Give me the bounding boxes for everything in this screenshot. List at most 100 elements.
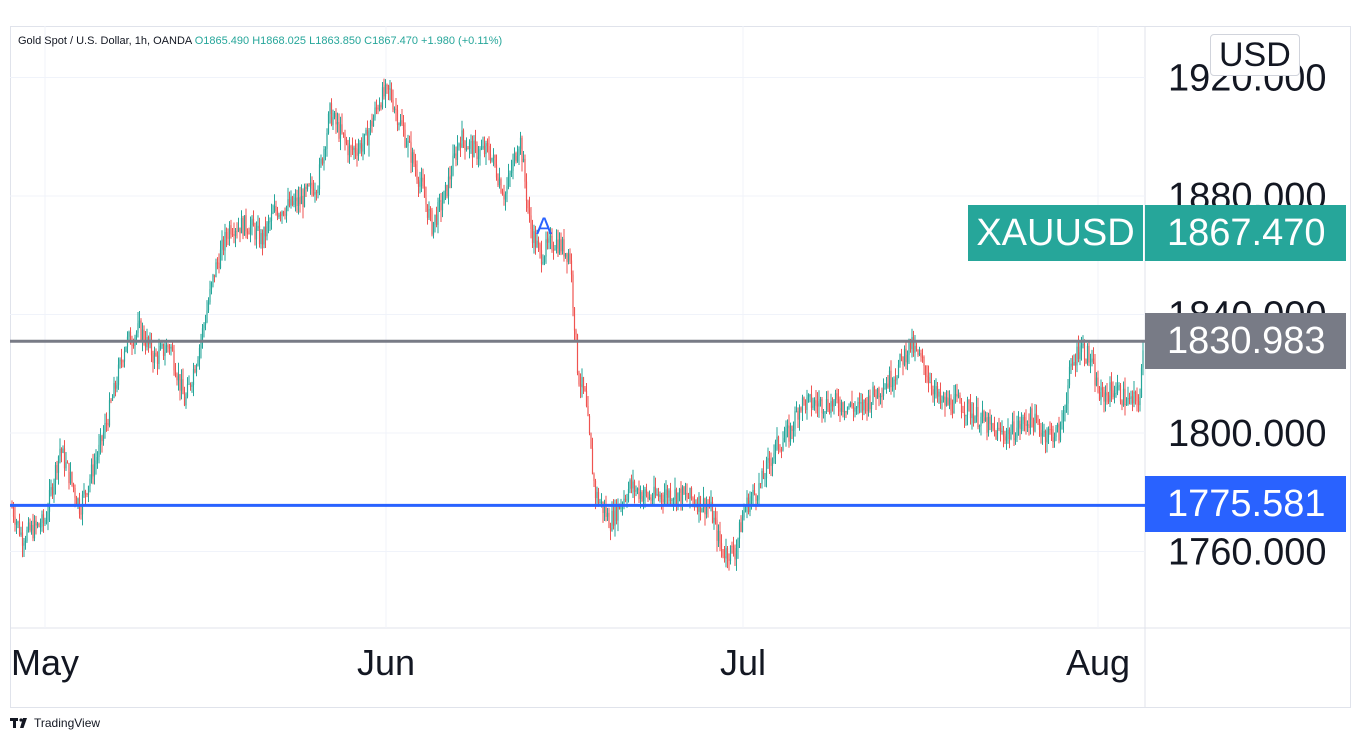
candle-body — [1103, 390, 1105, 402]
candle-body — [276, 211, 279, 218]
candle-body — [1077, 346, 1080, 359]
candle-body — [653, 486, 655, 500]
candle-body — [923, 357, 925, 367]
candle-body — [648, 497, 651, 499]
candle-body — [1082, 343, 1084, 346]
candle-body — [1097, 377, 1099, 393]
candle-body — [674, 489, 676, 499]
candle-body — [671, 499, 673, 501]
candle-body — [506, 186, 508, 194]
candle-body — [372, 117, 375, 127]
currency-selector[interactable]: USD — [1210, 34, 1300, 76]
candle-body — [350, 146, 352, 148]
candle-body — [800, 407, 802, 411]
candle-body — [1121, 401, 1123, 406]
candle-body — [591, 448, 594, 475]
candle-body — [542, 261, 544, 264]
candle-body — [716, 519, 718, 541]
candle-body — [1134, 391, 1137, 394]
candle-body — [903, 348, 906, 365]
symbol-label: XAUUSD — [968, 205, 1143, 261]
candle-body — [443, 191, 445, 204]
candle-body — [189, 383, 192, 387]
candle-body — [1083, 343, 1086, 360]
candle-body — [876, 388, 879, 399]
candle-body — [899, 353, 901, 365]
candle-body — [159, 345, 162, 350]
candle-body — [639, 492, 642, 499]
candle-body — [615, 504, 618, 521]
candle-body — [1016, 427, 1018, 439]
candle-body — [795, 411, 798, 413]
candle-body — [86, 493, 88, 495]
candle-body — [974, 416, 976, 423]
candle-body — [597, 491, 600, 504]
candle-body — [726, 548, 729, 559]
candle-body — [344, 133, 346, 141]
candle-body — [735, 548, 738, 560]
candle-body — [830, 401, 832, 414]
candle-body — [1040, 429, 1042, 437]
candle-body — [281, 211, 283, 216]
candle-body — [360, 143, 363, 152]
candle-body — [354, 147, 357, 153]
candle-body — [429, 208, 432, 211]
candle-body — [930, 382, 933, 390]
candle-body — [978, 425, 981, 427]
candle-body — [758, 483, 760, 500]
candle-body — [860, 402, 862, 404]
candle-body — [482, 145, 484, 149]
candle-body — [720, 543, 723, 550]
candle-body — [1118, 385, 1120, 387]
candle-body — [794, 411, 796, 429]
candle-body — [158, 349, 160, 364]
candle-body — [1019, 420, 1021, 430]
candle-body — [824, 411, 826, 413]
candle-body — [744, 507, 747, 512]
candle-body — [975, 407, 978, 417]
candle-body — [609, 527, 612, 531]
candle-body — [711, 501, 714, 523]
candle-body — [449, 176, 451, 180]
candle-body — [116, 385, 118, 389]
candle-body — [752, 489, 754, 497]
candle-body — [849, 402, 852, 407]
candle-body — [374, 107, 376, 118]
candle-body — [339, 124, 342, 139]
candle-body — [492, 155, 495, 158]
candle-body — [938, 391, 940, 397]
candle-body — [50, 487, 52, 490]
candle-body — [416, 169, 418, 180]
candle-body — [32, 524, 34, 539]
legend-change: +1.980 (+0.11%) — [421, 35, 503, 47]
candle-body — [396, 109, 399, 125]
candle-body — [1076, 346, 1078, 366]
candle-body — [872, 386, 874, 403]
candle-body — [1095, 377, 1098, 386]
candle-body — [579, 384, 582, 387]
candle-body — [458, 143, 460, 146]
candle-body — [222, 239, 225, 251]
candle-body — [815, 400, 817, 404]
candle-body — [1032, 419, 1035, 432]
candle-body — [74, 488, 76, 498]
candle-body — [315, 192, 318, 194]
candle-body — [1109, 382, 1111, 402]
candle-body — [21, 532, 24, 546]
candle-body — [1025, 420, 1027, 426]
candle-body — [608, 512, 610, 528]
candle-body — [530, 215, 532, 230]
candle-body — [731, 545, 733, 547]
candle-body — [119, 359, 121, 365]
candle-body — [140, 320, 142, 340]
candle-body — [1038, 421, 1041, 430]
candle-body — [959, 395, 961, 404]
candle-body — [104, 422, 106, 433]
candle-body — [195, 365, 198, 373]
candle-body — [626, 499, 628, 501]
candle-body — [675, 489, 678, 505]
candle-body — [342, 132, 345, 134]
candle-body — [936, 386, 939, 397]
candle-body — [366, 129, 369, 146]
